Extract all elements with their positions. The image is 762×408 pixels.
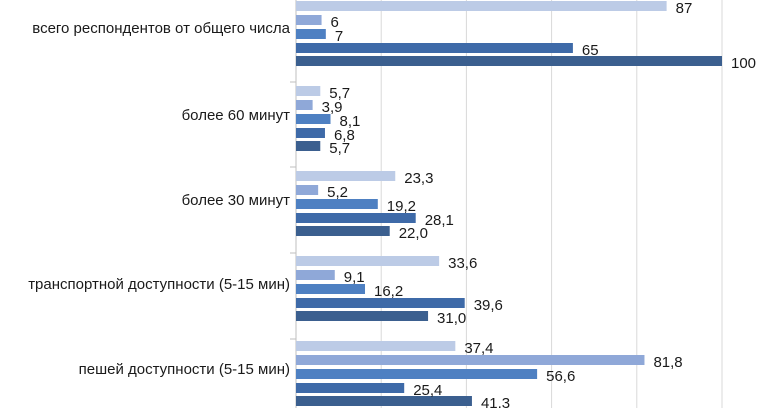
bar	[296, 86, 321, 96]
bar	[296, 114, 331, 124]
data-label: 87	[676, 0, 693, 17]
bar	[296, 256, 440, 266]
data-label: 6	[331, 14, 339, 31]
data-label: 6,8	[334, 127, 355, 144]
bar	[296, 185, 319, 195]
bar	[296, 355, 645, 365]
bar	[296, 270, 335, 280]
data-label: 31,0	[437, 310, 466, 327]
bar	[296, 15, 322, 25]
data-label: 65	[582, 42, 599, 59]
data-label: 19,2	[387, 198, 416, 215]
bars	[296, 1, 722, 406]
bar	[296, 43, 573, 53]
data-labels: 87 5,7 23,3 33,6 37,4 6 3,9 5,2 9,1 81,8 7 8,1 19,2 1…	[322, 0, 756, 408]
bar	[296, 284, 366, 294]
data-label: 5,7	[329, 140, 350, 157]
data-label: 23,3	[404, 170, 433, 187]
category-axis	[290, 0, 297, 408]
bar	[296, 213, 416, 223]
data-label: 100	[731, 55, 756, 72]
bar	[296, 369, 538, 379]
data-label: 81,8	[653, 354, 682, 371]
bar	[296, 226, 390, 236]
gridlines	[380, 0, 723, 408]
bar	[296, 341, 456, 351]
data-label: 5,7	[329, 85, 350, 102]
bar	[296, 171, 396, 181]
data-label: 5,2	[327, 184, 348, 201]
data-label: 7	[335, 28, 343, 45]
bar	[296, 396, 472, 406]
bar	[296, 1, 667, 11]
data-label: 39,6	[474, 297, 503, 314]
category-label: пешей доступности (5-15 мин)	[79, 361, 290, 378]
category-labels: всего респондентов от общего числа более …	[28, 20, 290, 378]
category-label: более 60 минут	[182, 107, 291, 124]
data-label: 28,1	[425, 212, 454, 229]
data-label: 22,0	[399, 225, 428, 242]
bar	[296, 29, 326, 39]
data-label: 33,6	[448, 255, 477, 272]
category-label: транспортной доступности (5-15 мин)	[28, 276, 290, 293]
category-label: более 30 минут	[182, 192, 291, 209]
data-label: 56,6	[546, 368, 575, 385]
bar	[296, 311, 429, 321]
data-label: 3,9	[322, 99, 343, 116]
bar	[296, 56, 722, 66]
data-label: 41,3	[481, 395, 510, 408]
bar	[296, 383, 405, 393]
bar	[296, 141, 321, 151]
data-label: 25,4	[413, 382, 442, 399]
bar	[296, 199, 378, 209]
data-label: 16,2	[374, 283, 403, 300]
category-label: всего респондентов от общего числа	[32, 20, 290, 37]
bar	[296, 298, 465, 308]
bar	[296, 100, 313, 110]
data-label: 37,4	[464, 340, 493, 357]
data-label: 9,1	[344, 269, 365, 286]
bar	[296, 128, 325, 138]
data-label: 8,1	[340, 113, 361, 130]
